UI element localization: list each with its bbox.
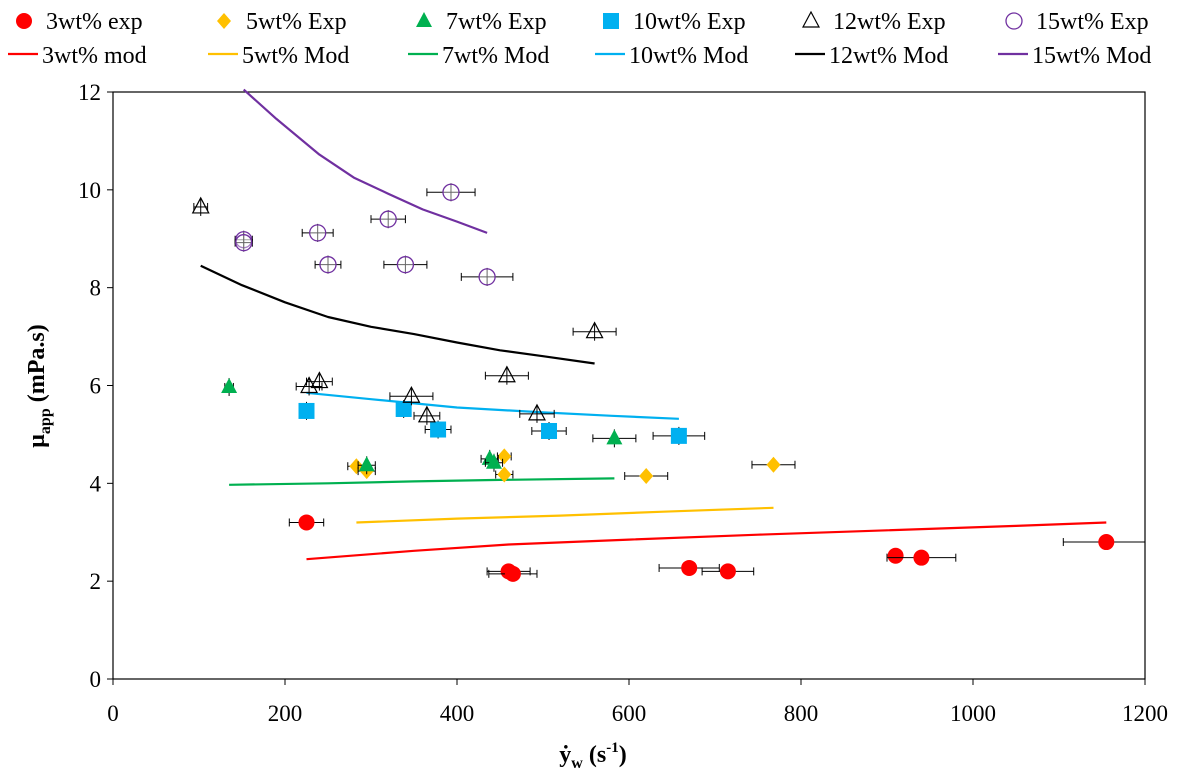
legend-item-m3: 3wt% mod <box>8 43 147 69</box>
y-tick-label: 2 <box>90 569 102 594</box>
experimental-points <box>191 183 1145 582</box>
data-point <box>497 448 512 465</box>
data-point <box>395 400 412 417</box>
series-s12 <box>191 196 617 425</box>
data-point <box>497 365 516 383</box>
data-point <box>887 547 904 564</box>
x-tick-label: 400 <box>440 701 475 726</box>
data-point <box>766 456 781 473</box>
legend-label: 5wt% Mod <box>242 43 349 69</box>
data-point <box>235 234 253 252</box>
data-point <box>719 563 736 580</box>
data-point <box>541 422 558 439</box>
model-lines <box>200 88 1107 561</box>
x-tick-label: 600 <box>612 701 647 726</box>
series-line-m12 <box>200 264 595 365</box>
data-point <box>298 514 315 531</box>
series-line-m3 <box>306 521 1107 561</box>
x-tick-label: 800 <box>784 701 819 726</box>
data-point <box>442 183 460 201</box>
series-s15 <box>234 183 514 286</box>
y-tick-label: 0 <box>90 667 102 692</box>
data-point <box>527 403 546 421</box>
legend-label: 7wt% Mod <box>442 43 549 69</box>
y-axis-title: μapp (mPa.s) <box>24 324 54 447</box>
legend-item-s12: 12wt% Exp <box>802 9 946 35</box>
x-axis: 0 200 400 600 800 1000 1200 <box>107 679 1168 726</box>
legend-item-m10: 10wt% Mod <box>595 43 748 69</box>
legend-item-m15: 15wt% Mod <box>998 43 1151 69</box>
data-point <box>485 453 502 469</box>
x-tick-label: 1000 <box>950 701 996 726</box>
data-point <box>319 256 337 274</box>
legend-marker <box>802 10 820 28</box>
data-point <box>310 371 329 389</box>
legend-marker <box>603 13 619 29</box>
x-tick-label: 1200 <box>1122 701 1168 726</box>
legend-label: 10wt% Exp <box>633 9 746 35</box>
legend-item-m7: 7wt% Mod <box>408 43 549 69</box>
series-s10 <box>298 399 706 445</box>
legend-label: 3wt% mod <box>42 43 147 69</box>
y-tick-label: 10 <box>78 178 101 203</box>
data-point <box>504 565 521 582</box>
legend-item-s7: 7wt% Exp <box>416 9 547 35</box>
x-tick-label: 0 <box>107 701 119 726</box>
legend-marker <box>16 13 32 29</box>
legend-item-m5: 5wt% Mod <box>208 43 349 69</box>
legend-label: 12wt% Exp <box>833 9 946 35</box>
data-point <box>221 377 238 393</box>
x-tick-label: 200 <box>268 701 303 726</box>
data-point <box>478 268 496 286</box>
legend-item-m12: 12wt% Mod <box>795 43 948 69</box>
data-point <box>585 321 604 339</box>
data-point <box>1098 534 1115 551</box>
series-line-m5 <box>356 506 774 524</box>
series-s3 <box>288 514 1145 582</box>
legend-item-s3: 3wt% exp <box>16 9 143 35</box>
x-axis-title: ẏw (s-1) <box>559 740 626 772</box>
series-line-m10 <box>306 391 679 420</box>
data-point <box>298 402 315 419</box>
plot-area <box>112 91 1146 680</box>
data-point <box>379 210 397 228</box>
data-point <box>358 456 375 472</box>
series-line-m15 <box>242 88 488 234</box>
y-tick-label: 6 <box>90 374 102 399</box>
legend-item-s10: 10wt% Exp <box>603 9 746 35</box>
data-point <box>913 549 930 566</box>
data-point <box>497 466 512 483</box>
legend-label: 10wt% Mod <box>629 43 748 69</box>
data-point <box>191 196 210 214</box>
y-tick-label: 4 <box>90 471 102 496</box>
legend-label: 5wt% Exp <box>246 9 347 35</box>
legend-label: 12wt% Mod <box>829 43 948 69</box>
data-point <box>639 467 654 484</box>
series-s7 <box>221 377 637 475</box>
legend-marker <box>217 13 231 29</box>
y-tick-label: 8 <box>90 276 102 301</box>
data-point <box>670 427 687 444</box>
y-axis: 0 2 4 6 8 10 12 <box>78 80 113 692</box>
legend-item-s5: 5wt% Exp <box>217 9 347 35</box>
legend: 3wt% exp 5wt% Exp 7wt% Exp 10wt% Exp 12wt% E… <box>8 9 1151 69</box>
legend-label: 15wt% Mod <box>1032 43 1151 69</box>
data-point <box>402 385 421 403</box>
series-line-m7 <box>229 477 615 486</box>
data-point <box>396 256 415 274</box>
data-point <box>681 559 698 576</box>
legend-item-s15: 15wt% Exp <box>1005 9 1149 35</box>
legend-marker <box>1005 12 1023 30</box>
legend-label: 3wt% exp <box>46 9 143 35</box>
legend-label: 15wt% Exp <box>1036 9 1149 35</box>
data-point <box>417 405 436 423</box>
y-tick-label: 12 <box>78 80 101 105</box>
data-point <box>309 224 327 242</box>
data-point <box>606 429 623 445</box>
legend-label: 7wt% Exp <box>446 9 547 35</box>
data-point <box>430 421 447 438</box>
legend-marker <box>416 12 432 27</box>
